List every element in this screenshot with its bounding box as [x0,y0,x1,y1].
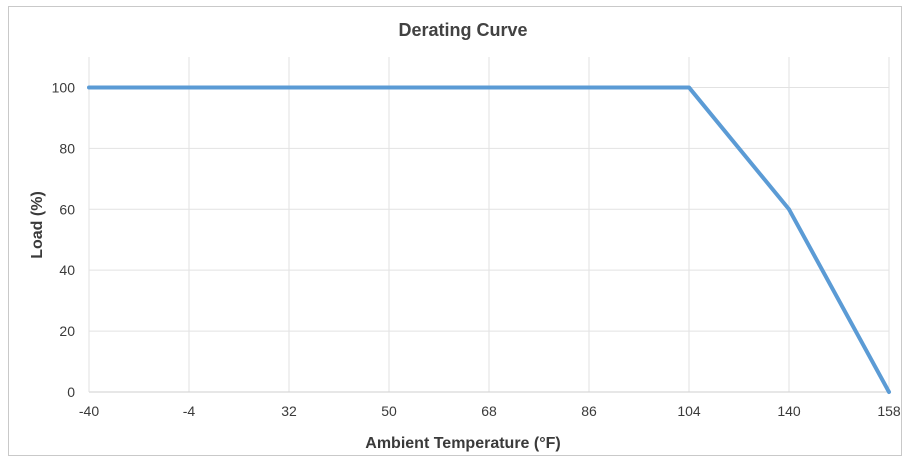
data-point [287,85,291,89]
y-tick-label: 40 [59,262,75,278]
tick-label-layer: 0 20 40 60 80 100 -40 -4 32 50 68 86 104 140 158 [52,79,901,419]
grid-layer [89,57,890,392]
y-tick-label: 100 [52,79,76,95]
axis-layer [88,57,889,393]
y-tick-label: 0 [67,384,75,400]
data-point [87,85,91,89]
y-tick-label: 80 [59,140,75,156]
x-tick-label: 50 [381,403,397,419]
series-layer [87,85,891,394]
data-point [687,85,691,89]
x-tick-label: 86 [581,403,597,419]
x-tick-label: 158 [877,403,901,419]
x-tick-label: 104 [677,403,701,419]
chart-frame: Derating Curve 0 20 40 60 80 100 -40 -4 32 50 68 86… [8,6,902,456]
x-tick-label: -4 [183,403,196,419]
data-point [587,85,591,89]
y-tick-label: 20 [59,323,75,339]
chart-title: Derating Curve [398,20,527,40]
y-tick-label: 60 [59,201,75,217]
x-tick-label: 32 [281,403,297,419]
y-axis-title: Load (%) [29,191,46,259]
data-point [487,85,491,89]
data-point [387,85,391,89]
data-point [887,390,891,394]
derating-chart: Derating Curve 0 20 40 60 80 100 -40 -4 32 50 68 86… [29,20,901,452]
x-tick-label: -40 [79,403,99,419]
data-point [787,207,791,211]
data-point [187,85,191,89]
x-axis-title: Ambient Temperature (°F) [365,435,560,452]
x-tick-label: 140 [777,403,801,419]
x-tick-label: 68 [481,403,497,419]
